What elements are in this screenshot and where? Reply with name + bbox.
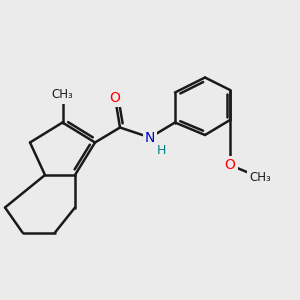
Text: O: O [110, 91, 120, 104]
Text: N: N [145, 130, 155, 145]
Text: CH₃: CH₃ [52, 88, 74, 101]
Text: CH₃: CH₃ [249, 171, 271, 184]
Text: H: H [157, 144, 166, 157]
Text: O: O [225, 158, 236, 172]
